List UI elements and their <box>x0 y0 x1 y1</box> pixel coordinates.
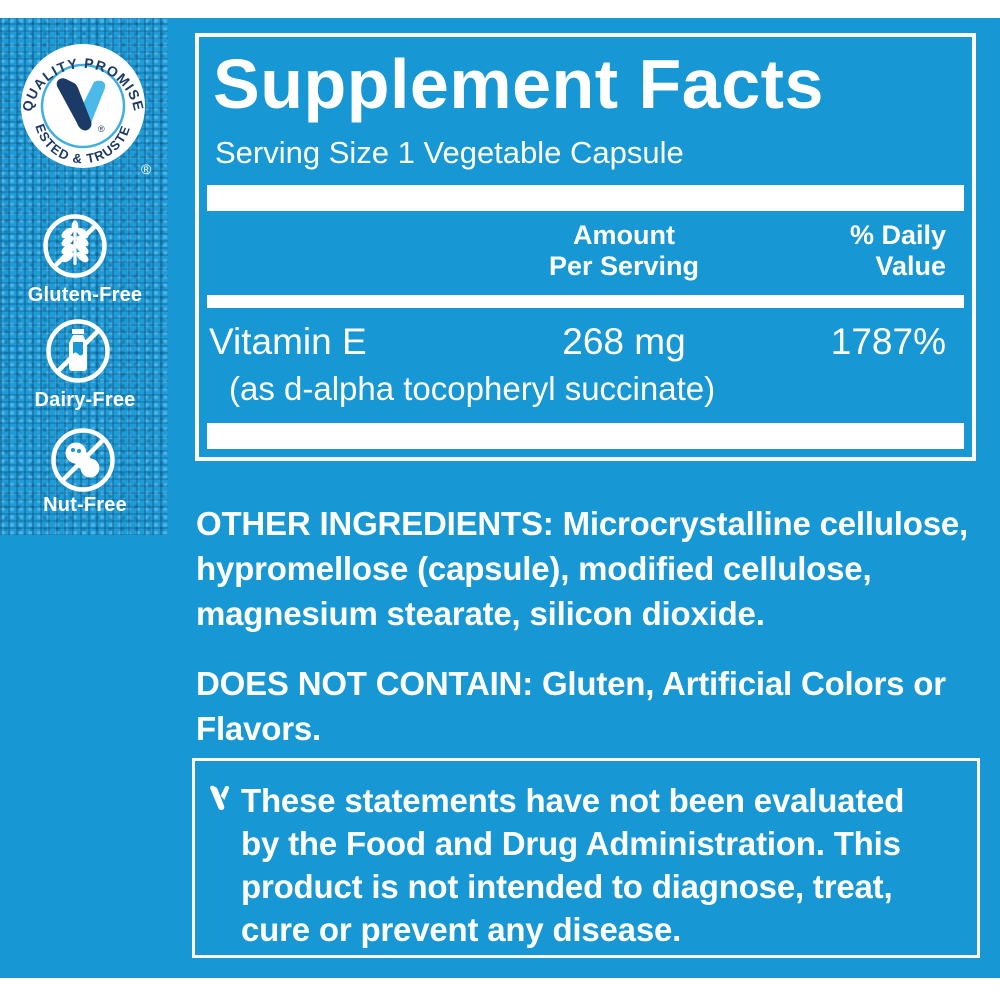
other-ingredients-paragraph: OTHER INGREDIENTS: Microcrystalline cell… <box>196 501 996 636</box>
gluten-free-icon <box>43 214 107 278</box>
divider-bar-thick <box>207 185 964 211</box>
dairy-free-label: Dairy-Free <box>34 389 136 411</box>
divider-bar-thin <box>207 295 964 308</box>
nutrient-name: Vitamin E <box>209 321 367 362</box>
amount-per-serving-header: Amount Per Serving <box>548 220 700 281</box>
does-not-contain-text: Gluten, Artificial Colors or Flavors. <box>196 665 946 747</box>
supplement-facts-panel: Supplement Facts Serving Size 1 Vegetabl… <box>195 33 976 461</box>
divider-bar-bottom <box>207 423 964 449</box>
nutrient-amount: 268 mg <box>562 321 686 362</box>
panel-title: Supplement Facts <box>213 45 824 123</box>
nut-free-label: Nut-Free <box>43 494 127 516</box>
gluten-free-label: Gluten-Free <box>27 284 143 306</box>
nut-free-icon <box>51 428 115 492</box>
dairy-free-icon <box>46 319 110 383</box>
table-row: Vitamin E 268 mg 1787% <box>199 321 972 363</box>
v-logo-registered-mark: ® <box>98 124 105 134</box>
does-not-contain-label: DOES NOT CONTAIN: <box>196 665 533 702</box>
peanut-glyph <box>65 442 100 478</box>
badge-registered-mark: ® <box>141 161 152 177</box>
nutrient-detail: (as d-alpha tocopheryl succinate) <box>229 370 716 407</box>
quality-promise-badge: QUALITY PROMISE TESTED & TRUSTED ® ® <box>8 30 152 177</box>
badge-inner-ring <box>40 63 126 149</box>
v-logo <box>56 78 106 131</box>
does-not-contain-paragraph: DOES NOT CONTAIN: Gluten, Artificial Col… <box>196 661 996 751</box>
label-background: QUALITY PROMISE TESTED & TRUSTED ® ® Glu… <box>0 18 1000 978</box>
daily-value-header: % Daily Value <box>849 220 946 281</box>
other-ingredients-text: Microcrystalline cellulose, hypromellose… <box>196 505 969 632</box>
fda-disclaimer-text: These statements have not been evaluated… <box>241 782 905 948</box>
nutrient-daily-value: 1787% <box>830 321 946 362</box>
serving-size-text: Serving Size 1 Vegetable Capsule <box>215 135 684 170</box>
fda-disclaimer-box: These statements have not been evaluated… <box>192 758 980 958</box>
wheat-glyph <box>61 220 89 265</box>
milk-bottle-glyph <box>69 329 87 371</box>
v-checkmark-icon <box>210 785 230 811</box>
table-header-row: Amount Per Serving % Daily Value <box>199 220 972 282</box>
other-ingredients-label: OTHER INGREDIENTS: <box>196 505 554 542</box>
